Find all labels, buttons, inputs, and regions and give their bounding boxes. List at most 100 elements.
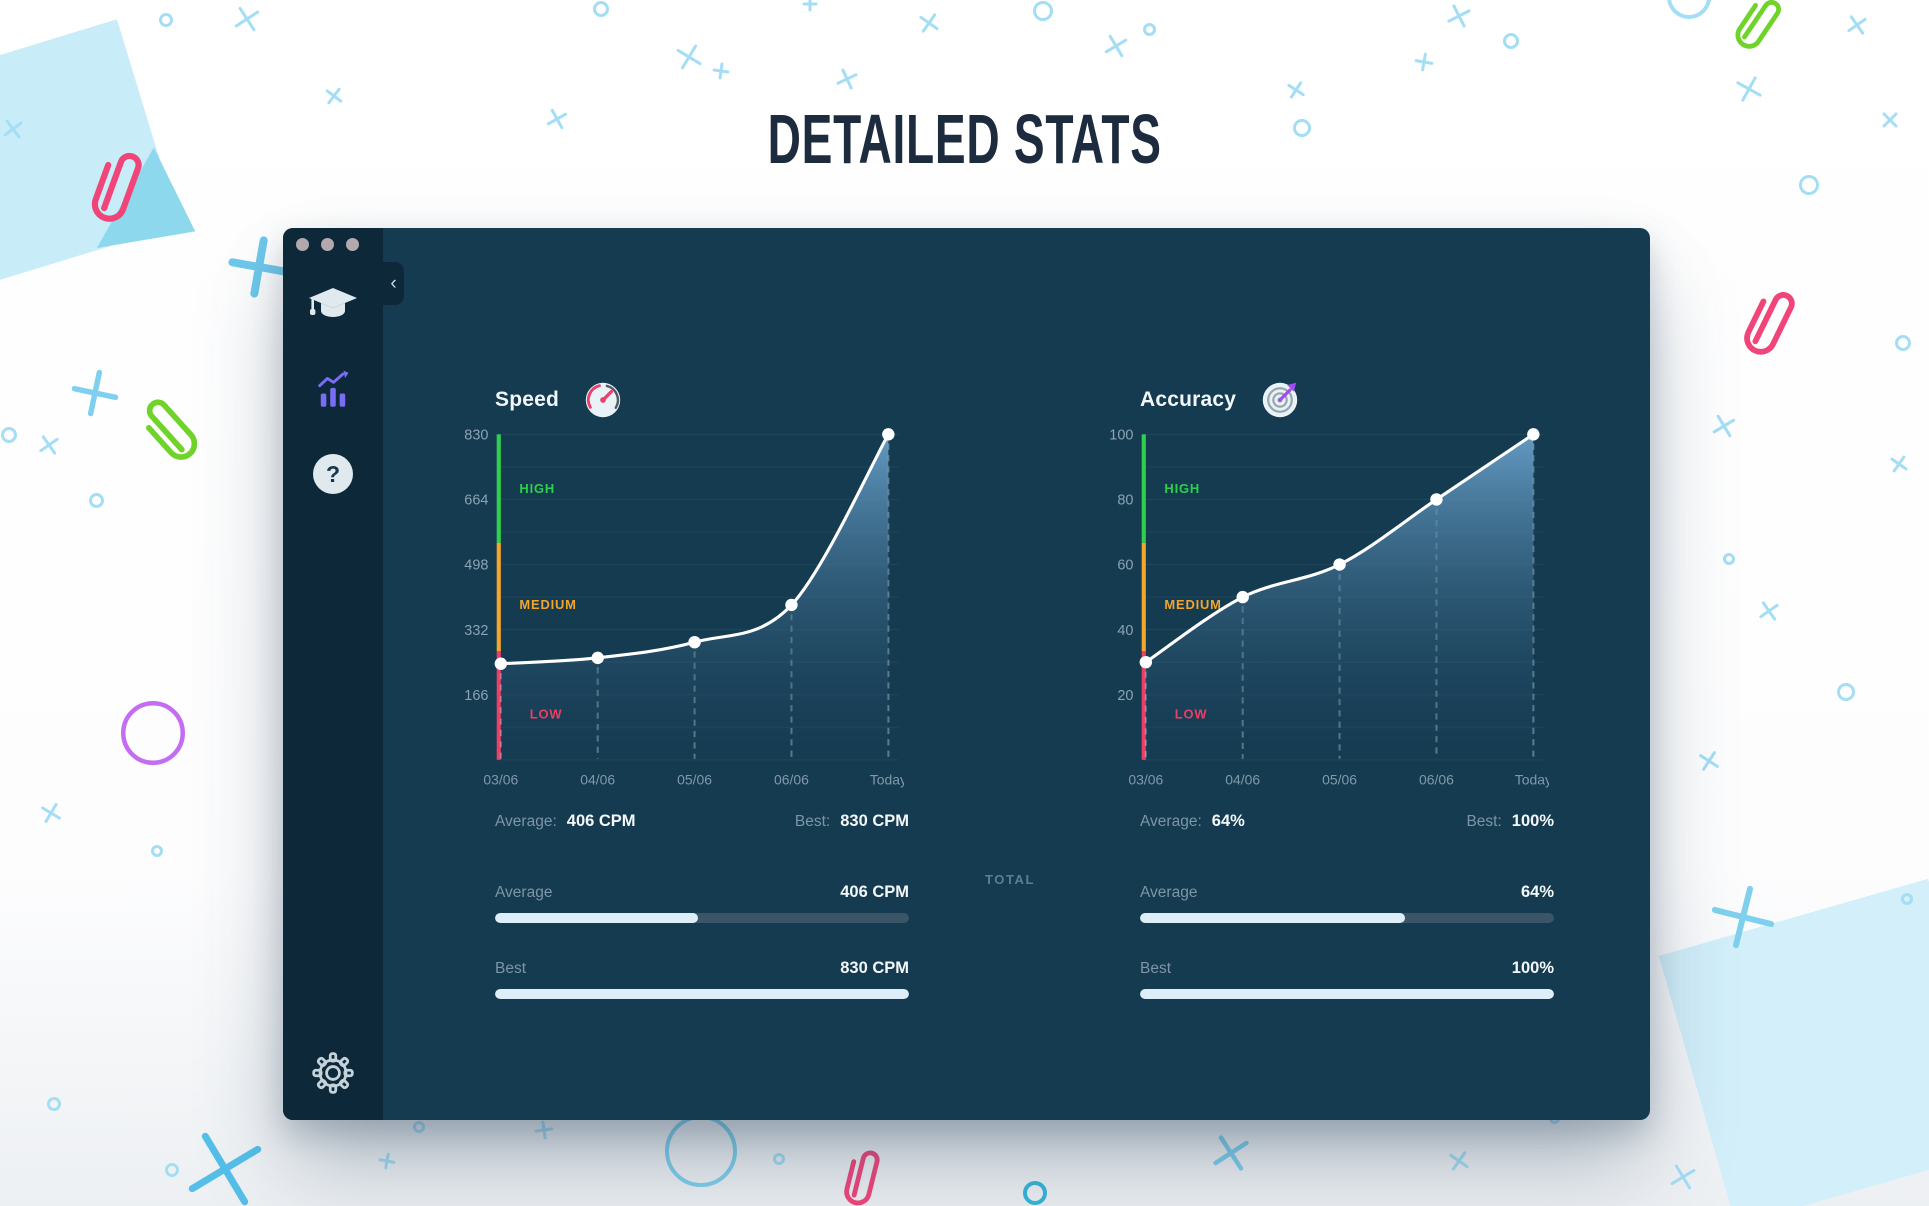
progress-track (495, 913, 909, 923)
progress-fill (495, 913, 698, 923)
decoration-o (88, 492, 105, 509)
best-value: 830 CPM (840, 812, 909, 830)
decoration-o (1722, 552, 1736, 566)
target-icon (1260, 380, 1300, 420)
best-label: Best: (794, 813, 831, 830)
sidebar: ? ‹ (283, 228, 404, 1120)
decoration-o (1836, 682, 1856, 702)
decoration-plus (533, 1119, 556, 1142)
svg-text:Today: Today (870, 772, 904, 788)
speed-progress-block: Average 406 CPM Best 830 CPM (495, 883, 909, 999)
decoration-x (1759, 601, 1780, 622)
svg-text:05/06: 05/06 (677, 772, 712, 788)
decoration-x (919, 13, 940, 34)
window-close-button[interactable] (296, 238, 309, 251)
decoration-x (234, 6, 260, 32)
window-content: Speed HIGH MEDIUM LOW 830 664 498 332 166 03/06 0… (383, 228, 1650, 1120)
decoration-x (1213, 1135, 1249, 1171)
svg-text:HIGH: HIGH (519, 481, 555, 496)
bar-chart-icon (313, 369, 353, 412)
best-value: 100% (1511, 812, 1554, 830)
svg-text:03/06: 03/06 (483, 772, 518, 788)
svg-text:830: 830 (464, 428, 488, 444)
window-minimize-button[interactable] (321, 238, 334, 251)
decoration-o (1666, 0, 1712, 20)
average-value: 64% (1211, 812, 1245, 830)
progress-row-best: Best 100% (1140, 959, 1554, 999)
svg-text:04/06: 04/06 (1225, 772, 1260, 788)
progress-value: 406 CPM (840, 883, 909, 901)
total-label: TOTAL (984, 872, 1036, 887)
accuracy-progress-block: Average 64% Best 100% (1140, 883, 1554, 999)
svg-text:80: 80 (1117, 493, 1133, 509)
progress-label: Average (495, 884, 553, 901)
sidebar-item-settings[interactable] (283, 1048, 383, 1100)
decoration-x (1670, 1164, 1697, 1191)
question-icon: ? (313, 454, 353, 494)
decoration-plus (1705, 879, 1780, 954)
progress-track (1140, 989, 1554, 999)
decoration-x (1698, 750, 1719, 771)
svg-text:60: 60 (1117, 558, 1133, 574)
decoration-o (1292, 118, 1312, 138)
decoration-x (1104, 34, 1128, 58)
decoration-clip (1728, 0, 1791, 58)
speedometer-icon (583, 380, 623, 420)
decoration-x (1882, 112, 1898, 128)
window-zoom-button[interactable] (346, 238, 359, 251)
decoration-o (120, 700, 186, 766)
accuracy-chart: HIGH MEDIUM LOW 100 80 60 40 20 03/06 04/06 05/06 0… (1109, 428, 1549, 788)
svg-text:20: 20 (1117, 688, 1133, 704)
accuracy-chart-header: Accuracy (1140, 380, 1610, 420)
svg-text:498: 498 (464, 558, 488, 574)
decoration-plus (711, 61, 731, 81)
sidebar-item-help[interactable]: ? (283, 448, 383, 500)
speed-stats-row: Average: 406 CPM Best: 830 CPM (495, 812, 909, 831)
decoration-o (664, 1114, 738, 1188)
decoration-plus (377, 1151, 398, 1172)
speed-chart: HIGH MEDIUM LOW 830 664 498 332 166 03/06 04/06 05… (464, 428, 904, 788)
decoration-clip (1735, 279, 1805, 365)
best-label: Best: (1466, 813, 1502, 830)
progress-row-best: Best 830 CPM (495, 959, 909, 999)
accuracy-chart-title: Accuracy (1140, 388, 1237, 411)
page-title: DETAILED STATS (767, 99, 1162, 178)
svg-text:332: 332 (464, 623, 488, 639)
decoration-o (158, 12, 174, 28)
average-label: Average: (495, 813, 557, 830)
svg-text:03/06: 03/06 (1128, 772, 1163, 788)
sidebar-collapse-button[interactable]: ‹ (383, 262, 404, 305)
decoration-x (1847, 15, 1868, 36)
svg-text:LOW: LOW (530, 707, 563, 722)
speed-chart-header: Speed (495, 380, 965, 420)
progress-value: 100% (1511, 959, 1554, 977)
progress-label: Best (495, 960, 527, 977)
gear-icon (310, 1050, 356, 1099)
progress-label: Average (1140, 884, 1198, 901)
decoration-x (1446, 3, 1471, 28)
progress-fill (1140, 989, 1554, 999)
decoration-x (1890, 455, 1909, 474)
decoration-o (592, 0, 610, 18)
accuracy-panel: Accuracy HIGH MEDIUM LOW 100 80 60 40 20 03/06 04… (1109, 380, 1610, 1035)
progress-row-average: Average 406 CPM (495, 883, 909, 923)
decoration-x (3, 119, 23, 139)
decoration-o (1900, 892, 1914, 906)
decoration-clip (839, 1143, 887, 1206)
svg-text:HIGH: HIGH (1164, 481, 1200, 496)
progress-value: 830 CPM (840, 959, 909, 977)
sidebar-item-stats[interactable] (283, 364, 383, 416)
progress-track (1140, 913, 1554, 923)
svg-text:06/06: 06/06 (1419, 772, 1454, 788)
sidebar-item-learn[interactable] (283, 280, 383, 332)
decoration-o (46, 1096, 62, 1112)
decoration-square (1658, 878, 1929, 1206)
decoration-clip (130, 388, 209, 470)
decoration-clip (84, 141, 153, 231)
accuracy-stats-row: Average: 64% Best: 100% (1140, 812, 1554, 831)
progress-value: 64% (1520, 883, 1554, 901)
average-label: Average: (1140, 813, 1202, 830)
decoration-plus (68, 366, 123, 421)
decoration-x (1735, 75, 1762, 102)
progress-label: Best (1140, 960, 1172, 977)
